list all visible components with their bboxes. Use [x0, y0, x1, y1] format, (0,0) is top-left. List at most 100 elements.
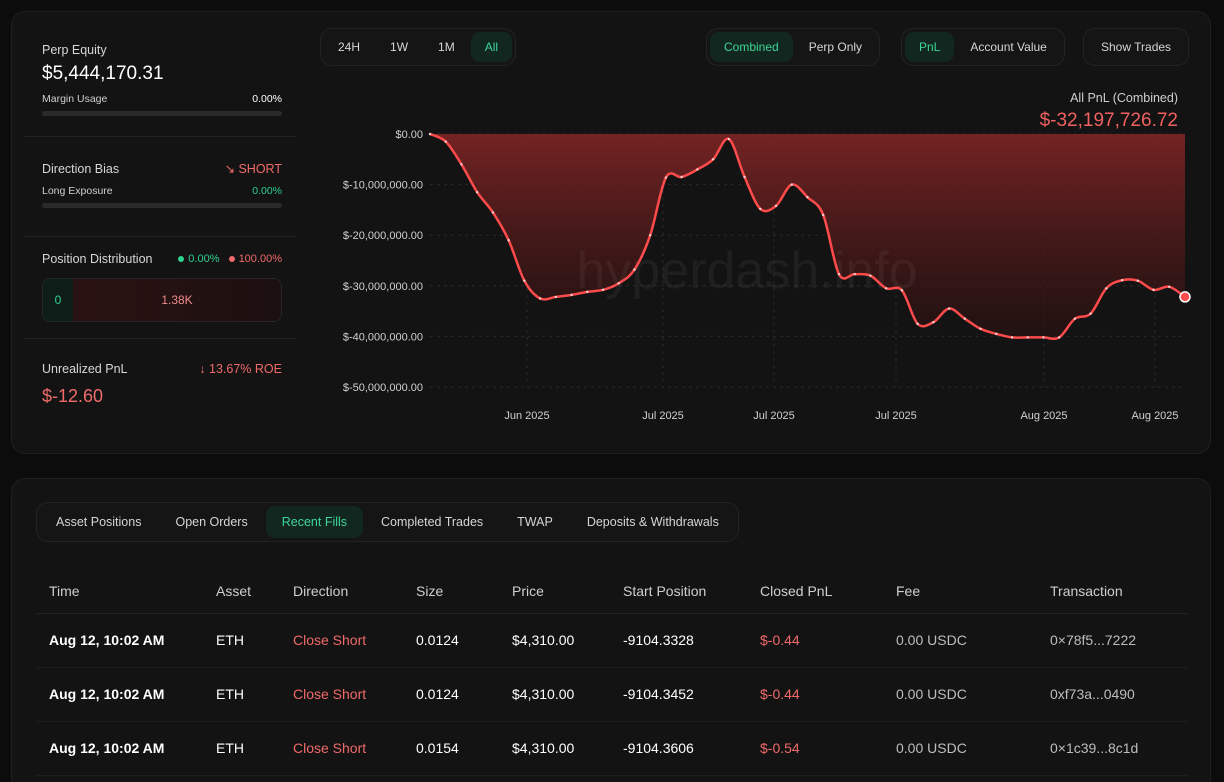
fill-direction: Close Short	[280, 721, 403, 776]
divider	[24, 236, 296, 237]
fill-fee: 0.00 USDC	[883, 667, 1037, 722]
column-header[interactable]: Start Position	[610, 569, 747, 614]
data-point	[822, 213, 825, 217]
data-point	[759, 207, 762, 211]
data-point	[900, 289, 904, 292]
data-point	[774, 204, 778, 208]
long-exposure-bar	[42, 203, 282, 208]
activity-tabs: Asset Positions Open Orders Recent Fills…	[36, 502, 739, 542]
column-header[interactable]: Transaction	[1037, 569, 1188, 614]
perp-equity-section: Perp Equity $5,444,170.31 Margin Usage 0…	[42, 43, 282, 116]
fill-direction: Close Short	[280, 613, 403, 668]
data-point	[963, 317, 966, 320]
range-tab-1w[interactable]: 1W	[390, 40, 409, 54]
tab-completed-trades[interactable]: Completed Trades	[381, 515, 484, 529]
data-point	[664, 176, 668, 179]
table-row[interactable]: Aug 12, 10:02 AM ETH Close Short 0.0124 …	[36, 613, 1188, 668]
data-point	[869, 274, 872, 277]
data-point	[633, 268, 636, 271]
y-tick-label: $-50,000,000.00	[343, 382, 423, 394]
tab-deposits-withdrawals[interactable]: Deposits & Withdrawals	[586, 515, 719, 529]
column-header[interactable]: Fee	[883, 569, 1037, 614]
data-point	[444, 140, 447, 143]
data-point	[680, 175, 683, 179]
tab-asset-positions[interactable]: Asset Positions	[56, 515, 142, 529]
data-point	[554, 295, 558, 299]
data-point	[538, 297, 542, 300]
fill-transaction-link[interactable]: 0xf73a...0490	[1037, 667, 1188, 722]
pnl-area	[430, 134, 1185, 339]
fill-size: 0.0124	[403, 613, 499, 668]
fill-transaction-link[interactable]: 0×1c39...8c1d	[1037, 721, 1188, 776]
long-exposure-label: Long Exposure	[42, 185, 113, 197]
data-point	[1026, 336, 1029, 339]
long-dot-icon	[178, 256, 185, 263]
data-point	[947, 307, 951, 310]
data-point	[979, 327, 982, 331]
column-header[interactable]: Size	[403, 569, 499, 614]
fill-asset: ETH	[203, 721, 280, 776]
pnl-header-value: $-32,197,726.72	[1039, 110, 1178, 131]
range-tab-all[interactable]: All	[470, 32, 513, 62]
fill-closed-pnl: $-0.44	[747, 667, 883, 722]
fill-size: 0.0124	[403, 667, 499, 722]
data-point	[460, 163, 463, 166]
x-tick-label: Aug 2025	[1131, 410, 1178, 422]
fill-price: $4,310.00	[499, 721, 610, 776]
column-header[interactable]: Time	[36, 569, 203, 614]
y-tick-label: $-20,000,000.00	[343, 230, 423, 242]
fill-closed-pnl: $-0.44	[747, 613, 883, 668]
x-tick-label: Aug 2025	[1020, 410, 1067, 422]
data-point	[932, 321, 935, 324]
data-point	[884, 287, 888, 290]
x-tick-label: Jul 2025	[642, 410, 684, 422]
activity-card: Asset Positions Open Orders Recent Fills…	[11, 478, 1211, 782]
x-tick-label: Jul 2025	[753, 410, 795, 422]
range-tab-24h[interactable]: 24H	[338, 40, 361, 54]
data-point	[790, 183, 793, 186]
mode-tab-combined[interactable]: Combined	[710, 32, 793, 62]
data-point	[853, 272, 856, 276]
column-header[interactable]: Direction	[280, 569, 403, 614]
long-exposure-value: 0.00%	[252, 185, 282, 197]
perp-equity-label: Perp Equity	[42, 43, 107, 57]
data-point	[1089, 312, 1092, 315]
fill-transaction-link[interactable]: 0×78f5...7222	[1037, 613, 1188, 668]
data-point	[1010, 336, 1014, 339]
metric-tab-account-value[interactable]: Account Value	[970, 40, 1047, 54]
data-point	[586, 290, 589, 294]
y-tick-label: $-10,000,000.00	[343, 180, 423, 192]
mode-tab-perp-only[interactable]: Perp Only	[808, 40, 863, 54]
table-row[interactable]: Aug 12, 10:02 AM ETH Close Short 0.0124 …	[36, 667, 1188, 722]
unrealized-pnl-value: $-12.60	[42, 386, 104, 406]
column-header[interactable]: Asset	[203, 569, 280, 614]
data-point	[1136, 279, 1140, 282]
data-point	[617, 282, 620, 285]
metric-tab-pnl[interactable]: PnL	[905, 32, 955, 62]
show-trades-button[interactable]: Show Trades	[1101, 40, 1172, 54]
position-distribution-bar: 0 1.38K	[42, 278, 282, 322]
data-point	[428, 132, 432, 136]
data-point	[570, 293, 573, 297]
y-tick-label: $0.00	[395, 129, 423, 141]
range-tab-1m[interactable]: 1M	[438, 40, 455, 54]
data-point	[696, 168, 699, 171]
metric-selector: PnL Account Value	[901, 28, 1065, 66]
mode-selector: Combined Perp Only	[706, 28, 881, 66]
tab-recent-fills[interactable]: Recent Fills	[265, 506, 364, 538]
table-row[interactable]: Aug 12, 10:02 AM ETH Close Short 0.0154 …	[36, 721, 1188, 776]
long-count: 0	[43, 279, 73, 321]
x-tick-label: Jun 2025	[504, 410, 549, 422]
direction-bias-indicator: ↘ SHORT	[225, 161, 283, 176]
margin-usage-bar	[42, 111, 282, 116]
portfolio-overview-card: hyperdash.info $0.00 $-10,000,000.00 $-20,…	[11, 11, 1211, 454]
long-percent: 0.00%	[188, 253, 220, 265]
short-count: 1.38K	[73, 279, 281, 321]
data-point	[1120, 279, 1124, 282]
data-point	[649, 234, 652, 237]
tab-open-orders[interactable]: Open Orders	[175, 515, 248, 529]
fill-direction: Close Short	[280, 667, 403, 722]
column-header[interactable]: Price	[499, 569, 610, 614]
column-header[interactable]: Closed PnL	[747, 569, 883, 614]
tab-twap[interactable]: TWAP	[517, 515, 553, 529]
